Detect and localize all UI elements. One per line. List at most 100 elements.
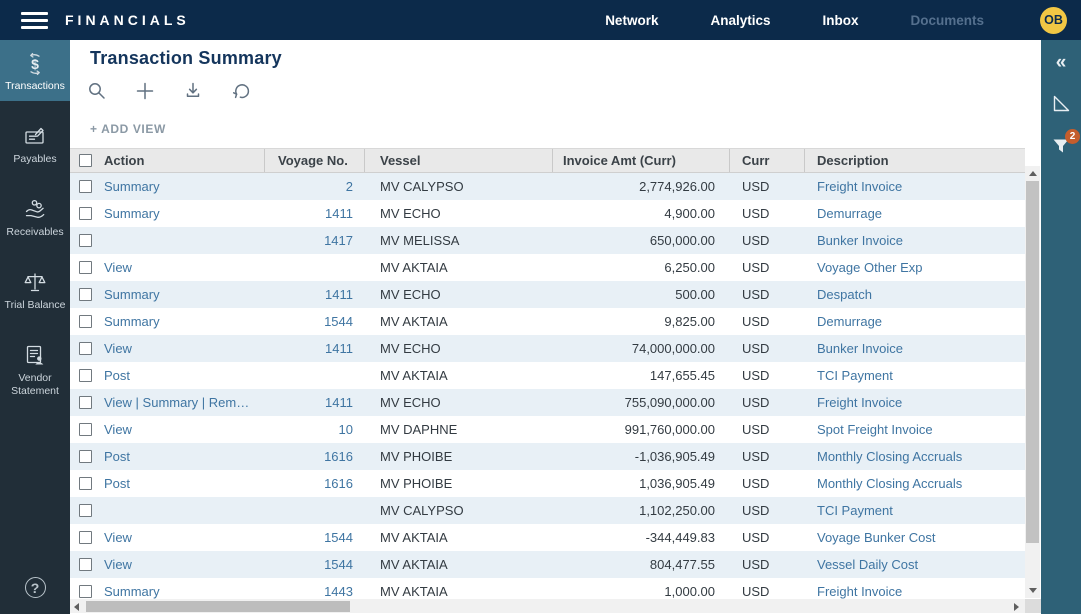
voyage-no-link[interactable]: 1544 xyxy=(324,557,353,572)
sidebar-item-receivables[interactable]: Receivables xyxy=(0,186,70,247)
voyage-no-link[interactable]: 1411 xyxy=(325,206,353,221)
add-button[interactable] xyxy=(134,80,156,102)
vertical-scrollbar[interactable] xyxy=(1025,166,1040,598)
description-link[interactable]: Voyage Bunker Cost xyxy=(817,530,936,545)
description-link[interactable]: Demurrage xyxy=(817,206,883,221)
voyage-no-link[interactable]: 1616 xyxy=(324,476,353,491)
row-checkbox[interactable] xyxy=(78,396,92,409)
row-checkbox[interactable] xyxy=(78,423,92,436)
column-header-curr[interactable]: Curr xyxy=(730,149,805,172)
add-view-button[interactable]: + ADD VIEW xyxy=(90,122,166,136)
action-link[interactable]: View xyxy=(104,422,132,437)
menu-icon[interactable] xyxy=(21,11,48,29)
row-checkbox[interactable] xyxy=(78,477,92,490)
action-link[interactable]: View xyxy=(104,341,132,356)
column-header-action[interactable]: Action xyxy=(100,149,265,172)
nav-documents[interactable]: Documents xyxy=(910,12,984,28)
horizontal-scroll-thumb[interactable] xyxy=(86,600,350,612)
action-link[interactable]: View xyxy=(104,530,132,545)
row-checkbox[interactable] xyxy=(78,342,92,355)
undo-button[interactable] xyxy=(230,80,252,102)
row-checkbox[interactable] xyxy=(78,315,92,328)
action-link[interactable]: View xyxy=(104,260,132,275)
nav-analytics[interactable]: Analytics xyxy=(710,12,771,28)
scroll-up-arrow[interactable] xyxy=(1028,171,1037,176)
action-link[interactable]: Post xyxy=(104,476,131,491)
nav-network[interactable]: Network xyxy=(605,12,659,28)
sidebar-item-vendor-statement[interactable]: Vendor Statement xyxy=(0,332,70,406)
action-link[interactable]: Summary xyxy=(104,206,160,221)
scroll-left-arrow[interactable] xyxy=(74,602,79,611)
row-checkbox[interactable] xyxy=(78,558,92,571)
description-link[interactable]: TCI Payment xyxy=(817,368,893,383)
row-checkbox[interactable] xyxy=(78,234,92,247)
nav-inbox[interactable]: Inbox xyxy=(822,12,859,28)
voyage-no-link[interactable]: 1544 xyxy=(324,530,353,545)
select-tool-button[interactable] xyxy=(1049,92,1073,116)
invoice-amount-cell: 1,036,905.49 xyxy=(639,476,715,491)
sidebar: $ Transactions Payables xyxy=(0,40,70,614)
action-link[interactable]: Summary xyxy=(104,287,160,302)
row-checkbox[interactable] xyxy=(78,531,92,544)
help-icon[interactable]: ? xyxy=(24,577,46,598)
voyage-no-link[interactable]: 10 xyxy=(338,422,353,437)
description-link[interactable]: Voyage Other Exp xyxy=(817,260,923,275)
scroll-right-arrow[interactable] xyxy=(1014,602,1019,611)
table-row: View 1411 MV ECHO 74,000,000.00 USD Bunk… xyxy=(70,335,1025,362)
action-link[interactable]: Post xyxy=(104,368,131,383)
description-link[interactable]: Bunker Invoice xyxy=(817,233,903,248)
collapse-panel-button[interactable]: « xyxy=(1049,50,1073,74)
action-link[interactable]: View xyxy=(104,557,132,572)
row-checkbox[interactable] xyxy=(78,261,92,274)
action-link[interactable]: Summary xyxy=(104,314,160,329)
description-link[interactable]: Despatch xyxy=(817,287,872,302)
scroll-down-arrow[interactable] xyxy=(1028,588,1037,593)
action-link[interactable]: Summary xyxy=(104,179,160,194)
description-link[interactable]: TCI Payment xyxy=(817,503,893,518)
sidebar-item-transactions[interactable]: $ Transactions xyxy=(0,40,70,101)
voyage-no-link[interactable]: 1544 xyxy=(324,314,353,329)
column-header-amount[interactable]: Invoice Amt (Curr) xyxy=(553,149,730,172)
action-link[interactable]: Summary xyxy=(104,584,160,599)
voyage-no-link[interactable]: 1411 xyxy=(325,395,353,410)
download-button[interactable] xyxy=(182,80,204,102)
description-link[interactable]: Freight Invoice xyxy=(817,179,903,194)
search-button[interactable] xyxy=(86,80,108,102)
filter-button[interactable]: 2 xyxy=(1049,129,1080,158)
sidebar-item-trial-balance[interactable]: Trial Balance xyxy=(0,259,70,320)
description-link[interactable]: Freight Invoice xyxy=(817,395,903,410)
column-header-description[interactable]: Description xyxy=(817,153,889,168)
invoice-amount-cell: 6,250.00 xyxy=(664,260,715,275)
row-checkbox[interactable] xyxy=(78,450,92,463)
description-link[interactable]: Bunker Invoice xyxy=(817,341,903,356)
description-link[interactable]: Freight Invoice xyxy=(817,584,903,599)
description-link[interactable]: Spot Freight Invoice xyxy=(817,422,933,437)
description-link[interactable]: Vessel Daily Cost xyxy=(817,557,919,572)
row-checkbox[interactable] xyxy=(78,207,92,220)
description-link[interactable]: Monthly Closing Accruals xyxy=(817,449,963,464)
voyage-no-link[interactable]: 1411 xyxy=(325,341,353,356)
row-checkbox[interactable] xyxy=(78,180,92,193)
vertical-scroll-thumb[interactable] xyxy=(1026,181,1039,543)
description-link[interactable]: Monthly Closing Accruals xyxy=(817,476,963,491)
description-link[interactable]: Demurrage xyxy=(817,314,883,329)
horizontal-scrollbar[interactable] xyxy=(70,599,1025,613)
voyage-no-link[interactable]: 1411 xyxy=(325,287,353,302)
svg-text:$: $ xyxy=(31,56,39,72)
voyage-no-link[interactable]: 1417 xyxy=(324,233,353,248)
row-checkbox[interactable] xyxy=(78,288,92,301)
select-all-checkbox[interactable] xyxy=(78,154,92,167)
column-header-vessel[interactable]: Vessel xyxy=(365,149,553,172)
sidebar-item-payables[interactable]: Payables xyxy=(0,113,70,174)
row-checkbox[interactable] xyxy=(78,585,92,598)
avatar[interactable]: OB xyxy=(1040,6,1067,34)
action-link[interactable]: Post xyxy=(104,449,131,464)
row-checkbox[interactable] xyxy=(78,504,92,517)
row-checkbox[interactable] xyxy=(78,369,92,382)
voyage-no-link[interactable]: 1443 xyxy=(324,584,353,599)
column-header-voyage[interactable]: Voyage No. xyxy=(265,149,365,172)
voyage-no-link[interactable]: 1616 xyxy=(324,449,353,464)
row-checkbox-cell xyxy=(70,315,100,328)
action-link[interactable]: View | Summary | Rem… xyxy=(104,395,250,410)
voyage-no-link[interactable]: 2 xyxy=(345,179,353,194)
